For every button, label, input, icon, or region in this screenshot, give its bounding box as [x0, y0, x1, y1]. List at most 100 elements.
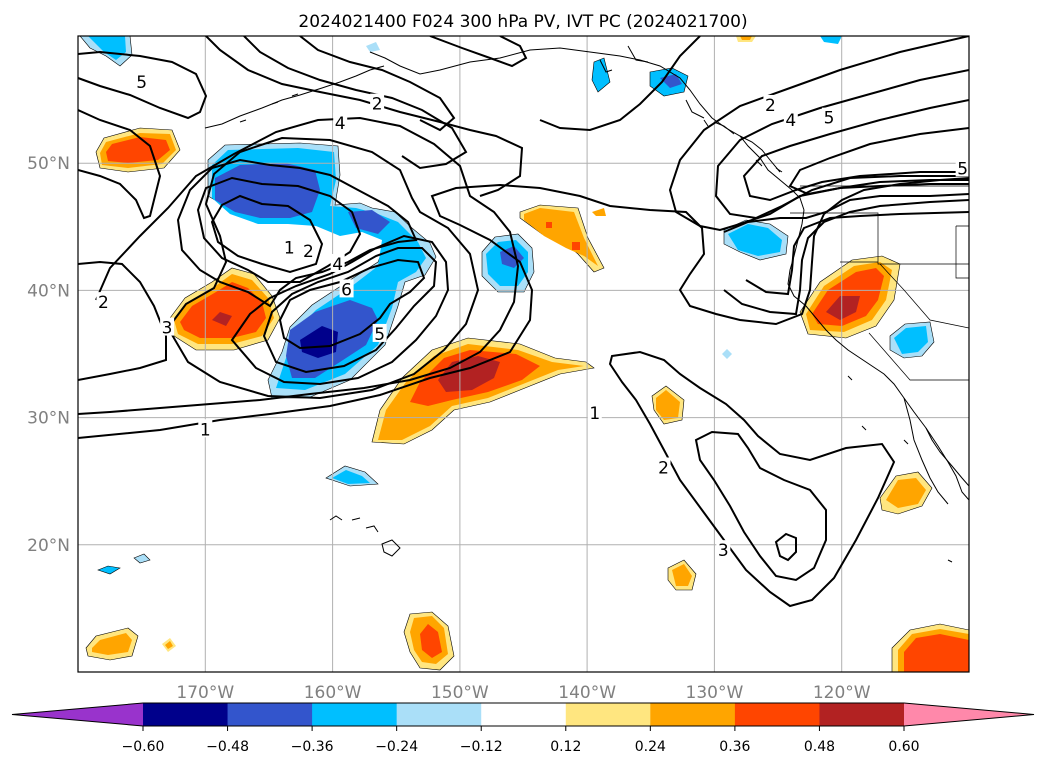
- contour-4-top: [299, 36, 456, 132]
- lat-tick-label: 40°N: [27, 281, 70, 301]
- contour-label: 5: [957, 160, 968, 180]
- lon-tick-label: 120°W: [813, 683, 871, 703]
- negative-anomaly-hawaii: [325, 465, 379, 487]
- contour-label-halo: [96, 292, 111, 311]
- colorbar-tick-label: 0.24: [635, 739, 666, 755]
- colorbar-tick-label: −0.48: [206, 739, 249, 755]
- colorbar-tick-label: 0.48: [804, 739, 835, 755]
- colorbar-cell: [565, 703, 651, 726]
- contour-2-inner-west: [196, 176, 362, 283]
- contour-5-northwest: [78, 50, 208, 120]
- baja-peninsula: [903, 397, 949, 505]
- colorbar-cell: [396, 703, 482, 726]
- contour-label: 1: [589, 404, 600, 424]
- latitude-tick-labels: 50°N 40°N 30°N 20°N: [27, 154, 70, 556]
- contour-3-subtropical: [774, 532, 797, 562]
- negative-anomaly-alaska: [366, 36, 842, 97]
- gridlines: [78, 36, 969, 672]
- positive-anomaly-small-subtropics: [85, 385, 969, 672]
- contour-label-halo: [339, 279, 354, 298]
- contour-label-halo: [587, 402, 602, 421]
- contour-5-east-trough: [788, 127, 969, 196]
- contour-label-halo: [301, 241, 316, 260]
- contour-label-halo: [198, 419, 213, 438]
- colorbar-cell: [650, 703, 736, 726]
- positive-anomaly-150w-33n: [371, 337, 595, 445]
- contour-2-outer: [78, 116, 520, 415]
- contour-4-outer: [230, 234, 450, 386]
- contour-label: 2: [98, 293, 109, 313]
- pv-contours: [78, 36, 969, 608]
- contour-label: 4: [335, 114, 346, 134]
- contour-label-halo: [160, 317, 175, 336]
- contour-label-halo: [783, 110, 798, 129]
- contour-label-halo: [134, 72, 149, 91]
- contour-label-halo: [763, 94, 778, 113]
- contour-label: 2: [765, 96, 776, 116]
- positive-anomaly-california: [799, 255, 901, 339]
- contour-label: 1: [284, 238, 295, 258]
- aleutian-islands: [204, 65, 385, 129]
- contour-label-halo: [821, 107, 836, 126]
- negative-anomaly-nevada: [889, 321, 935, 359]
- contour-label: 3: [162, 319, 173, 339]
- positive-anomaly-142w-43n: [519, 204, 606, 273]
- contour-2-north: [78, 109, 162, 220]
- colorbar-tick-label: −0.12: [460, 739, 503, 755]
- colorbar-tick-label: −0.36: [291, 739, 334, 755]
- lon-tick-label: 170°W: [176, 683, 234, 703]
- colorbar-cell: [143, 703, 229, 726]
- contour-1-main: [78, 177, 969, 439]
- contour-1-north: [205, 36, 524, 197]
- alaska-inlets: [599, 45, 735, 135]
- contour-label: 5: [824, 109, 835, 129]
- contour-2-east-wave: [723, 199, 969, 316]
- longitude-tick-labels: 170°W 160°W 150°W 140°W 130°W 120°W: [176, 683, 870, 703]
- contour-label: 4: [785, 111, 796, 131]
- coastlines: [204, 45, 969, 563]
- lon-tick-label: 130°W: [686, 683, 744, 703]
- contour-label-halo: [282, 237, 297, 256]
- gulf-coast: [925, 427, 969, 487]
- ivt-anomaly-fills: [79, 36, 969, 672]
- contour-1-subtropical: [608, 350, 896, 608]
- contour-1-inner-west: [210, 194, 324, 274]
- contour-3-outer: [166, 136, 480, 400]
- colorbar-tick-label: 0.12: [550, 739, 581, 755]
- negative-anomaly-146w-42n: [481, 233, 535, 293]
- negative-anomaly-dot: [722, 349, 732, 359]
- contour-label: 1: [200, 420, 211, 440]
- contour-label-halo: [656, 457, 671, 476]
- contour-label: 3: [718, 541, 729, 561]
- contour-label: 5: [374, 325, 385, 345]
- colorbar-cell: [481, 703, 567, 726]
- contour-4-inner: [176, 158, 418, 308]
- contour-4-east-trough: [742, 99, 969, 202]
- contour-2-top: [243, 36, 468, 170]
- contour-label-halo: [370, 93, 385, 112]
- negative-anomaly-small-west: [97, 553, 151, 575]
- contour-3-east-wave: [745, 211, 969, 296]
- contour-label-halo: [372, 323, 387, 342]
- contour-6-inner: [278, 258, 426, 350]
- colorbar-cell: [312, 703, 398, 726]
- contour-5-inner: [262, 247, 438, 374]
- colorbar-cell: [819, 703, 905, 726]
- contour-label: 2: [303, 242, 314, 262]
- contour-label-halo: [716, 540, 731, 559]
- contour-5-top: [429, 36, 528, 68]
- contour-label: 4: [332, 255, 343, 275]
- contour-label: 6: [341, 280, 352, 300]
- contour-1-east: [539, 36, 701, 132]
- colorbar-cell: [227, 703, 313, 726]
- small-islands: [239, 93, 953, 563]
- colorbar-extend-min: [12, 703, 143, 726]
- contour-1-east-wave: [723, 193, 969, 233]
- colorbar-extend-max: [904, 703, 1034, 726]
- hawaii: [329, 515, 401, 557]
- contour-label: 2: [658, 458, 669, 478]
- contour-2-subtropical: [694, 430, 827, 582]
